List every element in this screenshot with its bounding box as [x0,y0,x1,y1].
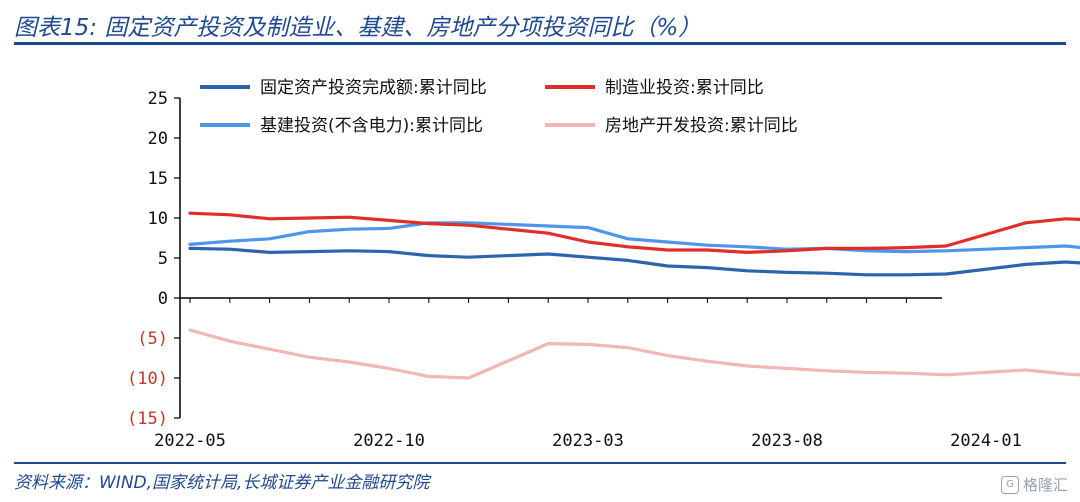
x-axis-ticks: 2022-052022-102023-032023-082024-012024-… [154,298,1022,451]
series-line-2 [188,211,1080,254]
line-chart: 25 20 15 10 5 0 (5) (10) (15) 2022-05 2022-10 2023… [127,78,1080,451]
y-tick-label: (5) [137,329,168,349]
chart-title: 图表15: 固定资产投资及制造业、基建、房地产分项投资同比（%） [14,15,702,41]
footer-divider [14,462,1066,464]
x-tick-label: 2022-05 [154,431,226,451]
legend-label: 房地产开发投资:累计同比 [605,116,798,136]
series-lines [188,211,1080,380]
series-line-1 [188,246,1080,277]
y-tick-label: 5 [158,249,168,269]
x-tick-label: 2024-01 [950,431,1022,451]
series-line-4 [188,328,1080,380]
y-tick-label: (15) [127,409,168,429]
x-tick-label: 2023-08 [751,431,823,451]
x-tick-label: 2023-03 [552,431,624,451]
y-tick-label: 15 [148,169,168,189]
watermark-text: 格隆汇 [1022,476,1068,494]
legend-label: 固定资产投资完成额:累计同比 [260,78,487,98]
legend-label: 制造业投资:累计同比 [605,78,764,98]
watermark-logo-icon: G [1000,475,1019,494]
series-line-3 [188,221,1080,254]
y-tick-label: 0 [158,289,168,309]
y-tick-label: 10 [148,209,168,229]
x-tick-label: 2022-10 [353,431,425,451]
y-axis-ticks: 25 20 15 10 5 0 (5) (10) (15) [127,89,180,429]
y-tick-label: 20 [148,129,168,149]
legend-label: 基建投资(不含电力):累计同比 [260,116,483,136]
watermark: G 格隆汇 [1000,474,1068,495]
y-tick-label: (10) [127,369,168,389]
title-divider [14,42,1066,45]
y-tick-label: 25 [148,89,168,109]
source-note: 资料来源：WIND,国家统计局,长城证券产业金融研究院 [14,473,430,493]
